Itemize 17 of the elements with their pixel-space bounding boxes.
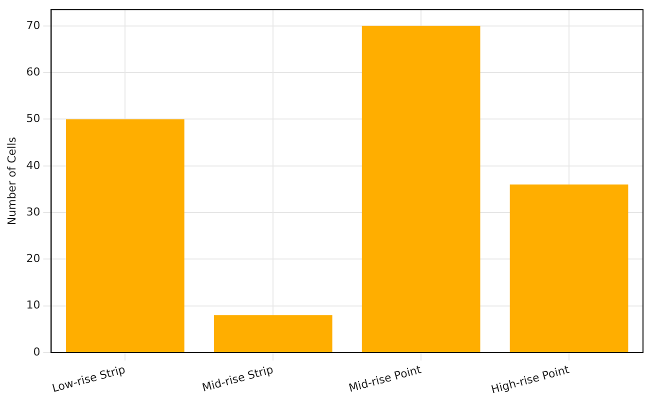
x-tick-label: Mid-rise Point bbox=[347, 362, 424, 395]
y-tick-label: 60 bbox=[26, 65, 40, 78]
y-tick-label: 0 bbox=[33, 345, 40, 358]
y-tick-label: 20 bbox=[26, 252, 40, 266]
bar bbox=[362, 26, 480, 352]
y-tick-label: 10 bbox=[26, 298, 40, 312]
y-tick-label: 70 bbox=[26, 18, 40, 32]
y-axis-title: Number of Cells bbox=[5, 136, 18, 226]
y-tick-label: 50 bbox=[26, 112, 40, 126]
x-tick-label: Mid-rise Strip bbox=[200, 362, 275, 394]
x-tick-label: Low-rise Strip bbox=[50, 362, 127, 395]
y-tick-label: 30 bbox=[26, 205, 40, 218]
bar bbox=[510, 184, 628, 352]
y-tick-label: 40 bbox=[26, 158, 40, 172]
bar bbox=[214, 315, 332, 352]
bar bbox=[66, 119, 184, 352]
x-tick-label: High-rise Point bbox=[490, 362, 572, 396]
